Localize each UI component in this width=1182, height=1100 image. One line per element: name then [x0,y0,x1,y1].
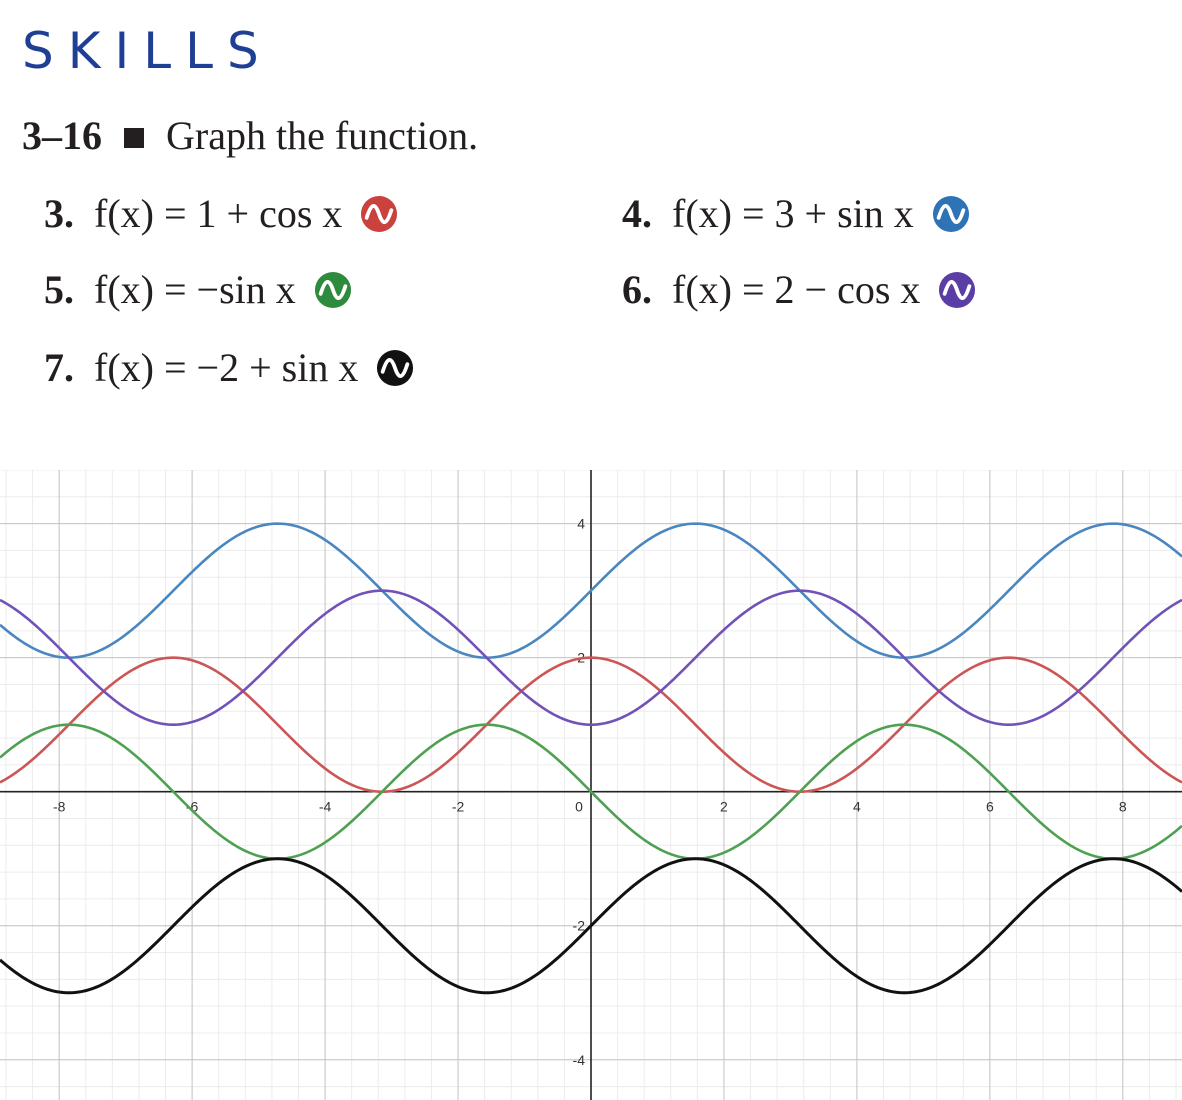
x-tick-label: -4 [319,799,332,815]
exercise-number: 5. [44,267,74,312]
function-graph: -8 -6 -4 -2 0 2 4 6 842-2-4 [0,470,1182,1100]
series-line-3 [0,723,1182,861]
y-tick-label: -4 [573,1052,586,1068]
exercise-7: 7. f(x) = −2 + sin x [44,344,414,391]
exercise-number: 4. [622,191,652,236]
series-line-1 [0,656,1182,794]
graph-icon[interactable] [314,271,352,309]
exercise-5: 5. f(x) = −sin x [44,266,352,313]
exercise-expression: f(x) = 3 + sin x [672,191,914,236]
series-line-4 [0,589,1182,726]
y-tick-label: 4 [577,516,585,532]
series-line-2 [0,522,1182,659]
exercise-expression: f(x) = −sin x [94,267,296,312]
instruction-text: Graph the function. [166,113,479,158]
exercise-range: 3–16 [22,113,102,158]
exercise-number: 7. [44,345,74,390]
exercise-expression: f(x) = 1 + cos x [94,191,343,236]
exercise-number: 6. [622,267,652,312]
exercise-3: 3. f(x) = 1 + cos x [44,190,398,237]
graph-icon[interactable] [932,195,970,233]
series-line-5 [0,857,1182,995]
x-tick-label: -6 [186,799,199,815]
square-bullet-icon [124,127,144,148]
exercise-4: 4. f(x) = 3 + sin x [622,190,970,237]
exercise-expression: f(x) = 2 − cos x [672,267,921,312]
x-tick-label: 4 [853,799,861,815]
graph-icon[interactable] [938,271,976,309]
graph-icon[interactable] [360,195,398,233]
section-title: SKILLS [22,22,273,80]
exercise-number: 3. [44,191,74,236]
x-tick-label: 0 [575,799,583,815]
exercise-expression: f(x) = −2 + sin x [94,345,359,390]
y-tick-label: -2 [573,918,586,934]
x-tick-label: -2 [452,799,465,815]
graph-icon[interactable] [376,349,414,387]
x-tick-label: -8 [53,799,66,815]
exercise-6: 6. f(x) = 2 − cos x [622,266,976,313]
x-tick-label: 8 [1119,799,1127,815]
exercise-heading: 3–16 Graph the function. [22,112,478,159]
x-tick-label: 2 [720,799,728,815]
x-tick-label: 6 [986,799,994,815]
